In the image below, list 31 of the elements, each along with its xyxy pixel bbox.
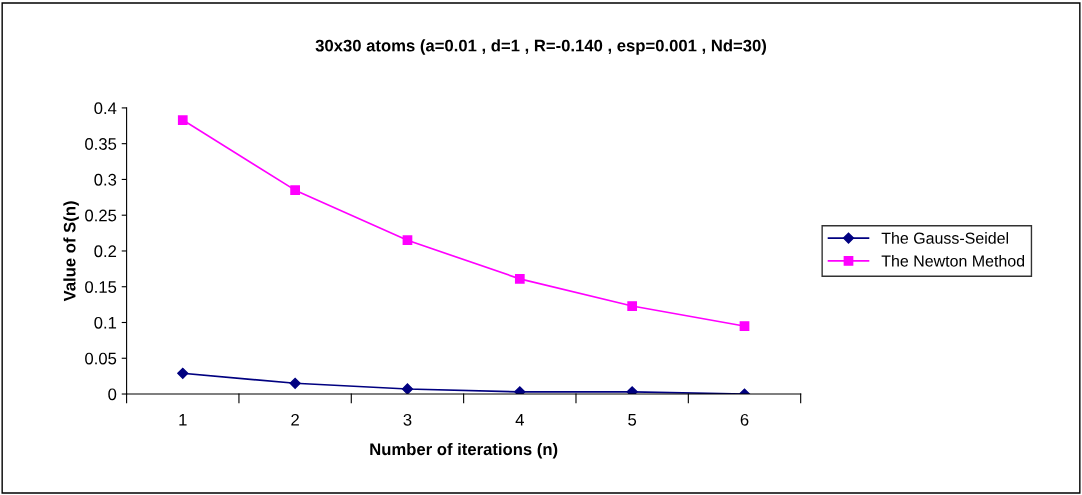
point — [401, 383, 414, 395]
point — [739, 321, 750, 331]
x-tick-label: 4 — [515, 414, 524, 426]
x-tick-label: 5 — [628, 414, 637, 426]
point — [290, 185, 300, 196]
point — [626, 386, 638, 395]
y-tick-label: 0.1 — [94, 316, 117, 329]
y-axis-title: Value of S(n) — [63, 201, 79, 302]
y-tick-label: 0.2 — [94, 245, 117, 258]
point — [514, 386, 526, 395]
x-tick-label: 3 — [403, 413, 412, 426]
y-tick-label: 0.25 — [85, 209, 117, 222]
chart-title: 30x30 atoms (a=0.01 , d=1 , R=-0.140 , esp=0.001 , Nd=30) — [315, 39, 767, 55]
y-tick-label: 0.3 — [94, 173, 117, 186]
point — [402, 235, 413, 246]
x-axis-title: Number of iterations (n) — [370, 442, 558, 459]
y-tick-label: 0.05 — [85, 352, 117, 365]
y-tick-label: 0.35 — [85, 138, 117, 150]
point — [627, 301, 638, 311]
y-tick-label: 0.4 — [94, 102, 117, 115]
x-tick-label: 2 — [291, 413, 299, 426]
legend-label: The Gauss-Seidel — [881, 232, 1009, 244]
point — [514, 273, 525, 284]
legend-label: The Newton Method — [881, 254, 1025, 267]
y-tick-label: 0.15 — [85, 281, 117, 293]
y-tick-label: 0 — [108, 388, 117, 401]
point — [177, 115, 188, 125]
x-tick-label: 1 — [179, 414, 187, 426]
point — [177, 367, 189, 379]
x-tick-label: 6 — [740, 413, 749, 426]
point — [289, 377, 301, 389]
